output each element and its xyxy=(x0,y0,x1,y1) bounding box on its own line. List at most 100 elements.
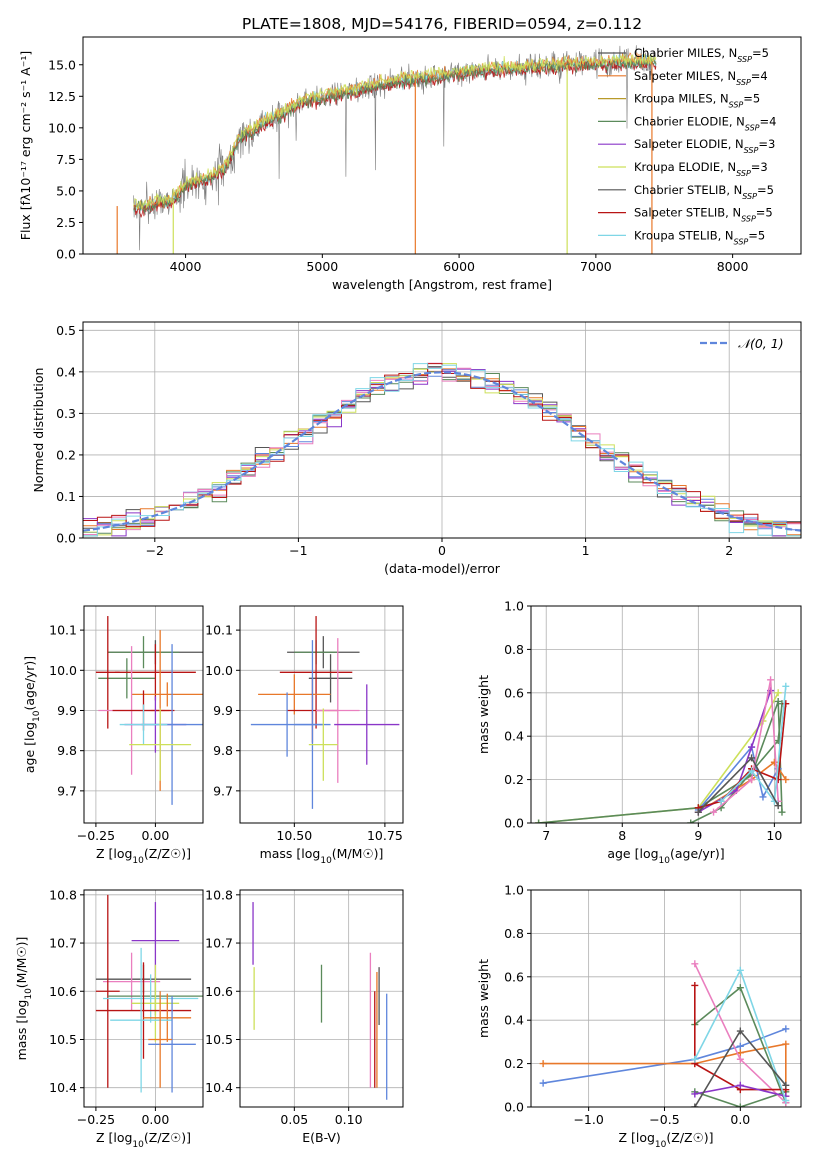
y-axis-label: mass [log10(M/M☉)] xyxy=(14,937,34,1061)
figure-title: PLATE=1808, MJD=54176, FIBERID=0594, z=0… xyxy=(242,15,642,33)
axes-frame xyxy=(239,889,404,1108)
label-subscript: 10 xyxy=(659,856,671,866)
y-tick-label: 0.6 xyxy=(504,685,524,700)
y-tick-label: 10.8 xyxy=(205,887,233,902)
y-tick-label: 1.0 xyxy=(504,599,524,614)
legend-entry: Salpeter MILES, NSSP=4 xyxy=(634,69,768,87)
weight-point-marker xyxy=(691,1103,699,1107)
legend-suffix: =5 xyxy=(748,228,765,242)
weight-point-marker xyxy=(782,682,790,690)
spectrum-panel: 4000 5000 6000 7000 8000 0.0 2.5 5.0 7.5 10.0 12.5… xyxy=(18,36,802,292)
label-subscript: 10 xyxy=(132,1140,144,1150)
legend-subscript: SSP xyxy=(745,123,760,132)
weight-point-marker xyxy=(539,1060,547,1068)
y-tick-label: 10.1 xyxy=(49,623,77,638)
legend-suffix: =3 xyxy=(758,137,775,151)
weight-point-marker xyxy=(748,767,756,775)
weight-point-marker xyxy=(759,793,767,801)
y-tick-label: 0.3 xyxy=(56,406,76,421)
legend-text: Kroupa MILES, N xyxy=(634,92,729,106)
weight-series-line xyxy=(694,985,786,1091)
age-vs-metallicity-panel: −0.25 0.009.79.89.910.010.1Z [log10(Z/Z☉)… xyxy=(22,605,204,866)
label-subscript: 10 xyxy=(320,856,332,866)
y-tick-label: 10.7 xyxy=(205,936,233,951)
model-spectrum-line xyxy=(133,53,657,211)
y-axis-label: mass weight xyxy=(476,675,491,754)
weight-point-marker xyxy=(687,819,695,823)
label-part: Normed distribution xyxy=(31,368,46,493)
y-tick-label: 10.5 xyxy=(205,1032,233,1047)
label-part: log xyxy=(113,846,132,861)
legend-subscript: SSP xyxy=(736,77,751,86)
label-part: age [ xyxy=(607,846,639,861)
plot-area xyxy=(83,362,801,537)
weight-point-marker xyxy=(691,1090,699,1098)
y-tick-label: 0.4 xyxy=(504,729,524,744)
weight-point-marker xyxy=(778,808,786,816)
label-part: (M/M☉)] xyxy=(14,937,29,989)
label-part: (data-model)/error xyxy=(384,561,501,576)
x-tick-label: −0.25 xyxy=(77,1112,115,1127)
legend-suffix: =3 xyxy=(751,160,768,174)
plot-area xyxy=(116,45,657,254)
y-tick-label: 9.7 xyxy=(213,783,233,798)
plot-area xyxy=(95,894,203,1093)
legend-subscript: SSP xyxy=(744,146,759,155)
legend-text: Salpeter STELIB, N xyxy=(634,206,741,220)
axes-frame xyxy=(530,889,802,1108)
label-subscript: 10 xyxy=(132,856,144,866)
axes-frame xyxy=(83,605,204,824)
x-tick-label: 0.05 xyxy=(280,1112,308,1127)
weight-point-marker xyxy=(782,776,790,784)
y-tick-label: 9.9 xyxy=(57,703,77,718)
weight-point-marker xyxy=(782,1081,790,1089)
weight-point-marker xyxy=(748,754,756,762)
legend-entry: Chabrier STELIB, NSSP=5 xyxy=(634,183,774,201)
mass-vs-extinction-panel: 0.05 0.10 10.4 10.5 10.6 10.7 10.8 E(B-V) xyxy=(205,887,404,1145)
label-part: (M/M☉)] xyxy=(332,846,384,861)
weight-series-line xyxy=(697,690,772,813)
age-vs-mass-panel: 10.50 10.75 9.7 9.8 9.9 10.0 10.1 mass [log10(M… xyxy=(205,605,404,866)
y-tick-label: 10.0 xyxy=(205,663,233,678)
x-axis-label: age [log10(age/yr)] xyxy=(607,846,724,866)
label-part: (age/yr)] xyxy=(670,846,725,861)
legend-text: Kroupa ELODIE, N xyxy=(634,160,736,174)
y-tick-label: 0.0 xyxy=(504,816,524,831)
label-part: mass weight xyxy=(476,959,491,1038)
weight-series-line xyxy=(694,1091,787,1107)
x-tick-label: −1 xyxy=(289,543,307,558)
y-axis-label: Normed distribution xyxy=(31,368,46,493)
y-axis-label: mass weight xyxy=(476,959,491,1038)
legend-subscript: SSP xyxy=(737,55,752,64)
y-tick-label: 0.8 xyxy=(504,926,524,941)
y-tick-label: 0.0 xyxy=(504,1100,524,1115)
legend-entry: Salpeter STELIB, NSSP=5 xyxy=(634,206,773,224)
x-tick-label: 0.10 xyxy=(335,1112,363,1127)
x-tick-label: 10.50 xyxy=(276,828,312,843)
label-subscript: 10 xyxy=(24,988,34,1000)
x-tick-label: −0.5 xyxy=(649,1112,679,1127)
label-part: mass [ xyxy=(260,846,302,861)
model-spectrum-line xyxy=(133,57,657,214)
y-tick-label: 15.0 xyxy=(48,57,76,72)
x-tick-label: 9 xyxy=(694,828,702,843)
plot-area xyxy=(95,616,203,805)
y-tick-label: 1.0 xyxy=(504,883,524,898)
weight-point-marker xyxy=(691,1055,699,1063)
weight-point-marker xyxy=(767,676,775,684)
weight-point-marker xyxy=(736,1081,744,1089)
x-tick-label: 7000 xyxy=(580,259,612,274)
weight-point-marker xyxy=(535,819,543,823)
label-part: (Z/Z☉)] xyxy=(144,846,191,861)
x-tick-label: 8000 xyxy=(717,259,749,274)
x-axis-label: Z [log10(Z/Z☉)] xyxy=(96,1130,191,1150)
weight-point-marker xyxy=(717,797,725,805)
legend-subscript: SSP xyxy=(736,169,751,178)
y-tick-label: 0.2 xyxy=(504,1056,524,1071)
x-axis-label: E(B-V) xyxy=(302,1130,341,1145)
weight-point-marker xyxy=(782,1096,790,1104)
legend-suffix: =5 xyxy=(756,206,773,220)
weight-vs-metallicity-panel: −1.0 −0.5 0.0 0.0 0.2 0.4 0.6 0.8 1.0 Z [log10(Z/… xyxy=(476,883,802,1150)
